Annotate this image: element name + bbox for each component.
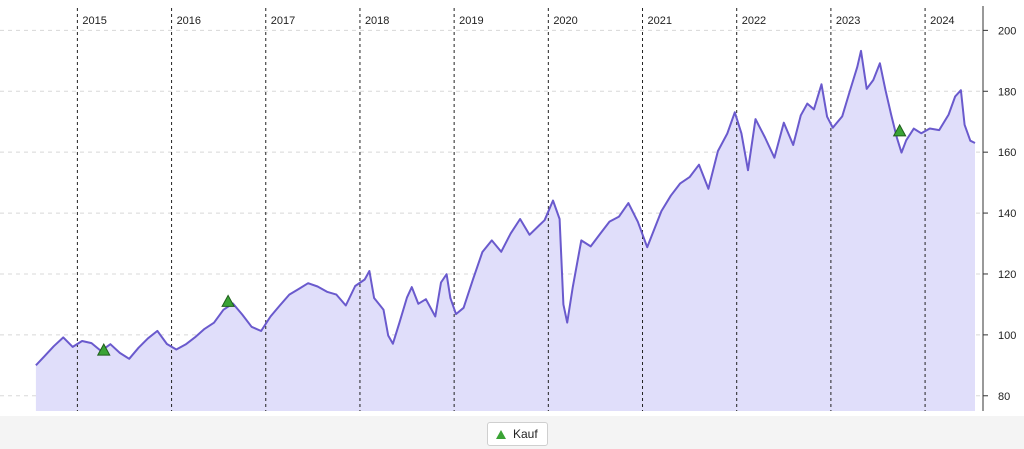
y-tick-label: 200 — [998, 25, 1016, 37]
y-tick-label: 100 — [998, 330, 1016, 342]
y-tick-label: 120 — [998, 269, 1016, 281]
legend-label: Kauf — [513, 427, 538, 441]
y-tick-label: 80 — [998, 391, 1010, 403]
year-label: 2017 — [271, 15, 295, 27]
legend-item-kauf[interactable]: Kauf — [487, 422, 548, 446]
year-label: 2019 — [459, 15, 483, 27]
price-area-fill — [35, 50, 975, 412]
buy-markers — [96, 123, 907, 356]
buy-marker-triangle[interactable] — [892, 123, 907, 137]
year-label: 2016 — [177, 15, 201, 27]
year-label: 2015 — [82, 15, 106, 27]
year-label: 2021 — [648, 15, 672, 27]
buy-marker-triangle[interactable] — [221, 294, 235, 307]
y-tick-label: 140 — [998, 208, 1016, 220]
y-tick-label: 160 — [998, 147, 1016, 159]
year-label: 2022 — [742, 15, 766, 27]
price-series-line — [35, 49, 976, 366]
year-dividers: 2015 2016 2017 2018 2019 2020 2021 2022 2023 2024 — [76, 8, 955, 411]
buy-marker-triangle[interactable] — [96, 343, 111, 356]
y-tick-label: 180 — [998, 86, 1016, 98]
year-label: 2023 — [836, 15, 860, 27]
year-label: 2018 — [365, 15, 389, 27]
y-axis: 80 100 120 140 160 180 200 — [982, 6, 1016, 411]
year-label: 2024 — [930, 15, 954, 27]
year-label: 2020 — [553, 15, 577, 27]
green-triangle-up-icon — [496, 429, 506, 439]
